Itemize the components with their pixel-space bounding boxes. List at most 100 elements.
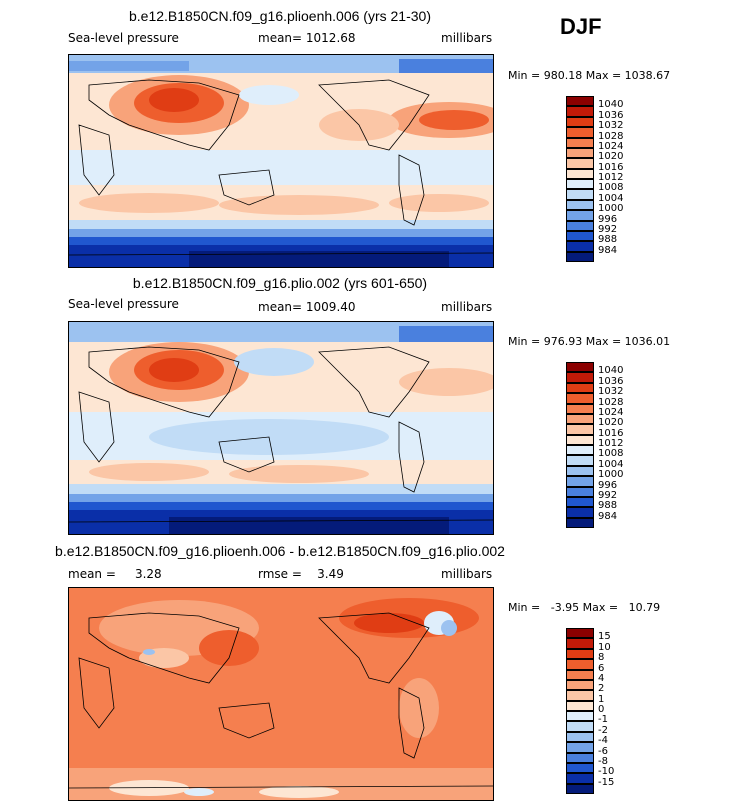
colorbar-box xyxy=(566,465,594,477)
colorbar-box xyxy=(566,393,594,404)
colorbar-tick-label: -1 xyxy=(598,714,608,726)
colorbar-tick-label: -2 xyxy=(598,724,608,736)
colorbar-box xyxy=(566,189,594,200)
colorbar-tick-label: 996 xyxy=(598,213,618,225)
colorbar-box xyxy=(566,659,594,670)
colorbar-box xyxy=(566,230,594,242)
panel-1-units-label: millibars xyxy=(441,31,493,45)
panel-2-colorbar: 1040 1036 1032 1028 1024 1020 1016 1012 1008 1004… xyxy=(566,362,623,528)
colorbar-tick-label: 1008 xyxy=(598,448,624,460)
colorbar-box xyxy=(566,752,594,763)
colorbar-box xyxy=(566,628,594,639)
panel-2-map-svg xyxy=(69,322,493,534)
colorbar-box xyxy=(566,434,594,445)
colorbar-tick-label: 1028 xyxy=(598,130,624,142)
season-label: DJF xyxy=(560,14,602,39)
colorbar-box xyxy=(566,507,594,518)
colorbar-box xyxy=(566,220,594,231)
colorbar-box xyxy=(566,638,594,649)
colorbar-tick-label: 1012 xyxy=(598,438,624,449)
colorbar-tick-label: 10 xyxy=(598,641,611,653)
colorbar-box xyxy=(566,106,594,117)
colorbar-tick-label: -4 xyxy=(598,735,608,747)
colorbar-box xyxy=(566,179,594,190)
colorbar-box xyxy=(566,517,594,528)
colorbar-box xyxy=(566,445,594,456)
colorbar-tick-label: 1032 xyxy=(598,386,624,398)
colorbar-tick-label: 0 xyxy=(598,704,605,715)
panel-1-colorbar: 1040 1036 1032 1028 1024 1020 1016 1012 1008 1004… xyxy=(566,96,623,262)
colorbar-box xyxy=(566,496,594,508)
colorbar-box xyxy=(566,362,594,373)
colorbar-box xyxy=(566,241,594,252)
colorbar-tick-label: 996 xyxy=(598,479,618,491)
colorbar-box xyxy=(566,96,594,107)
panel-3-mean-label: mean = 3.28 xyxy=(68,567,162,581)
colorbar-box xyxy=(566,679,594,691)
panel-3-rmse-label: rmse = 3.49 xyxy=(258,567,344,581)
colorbar-box xyxy=(566,486,594,497)
panel-1-minmax: Min = 980.18 Max = 1038.67 xyxy=(508,69,671,82)
colorbar-tick-label: 1012 xyxy=(598,172,624,183)
colorbar-box xyxy=(566,372,594,383)
colorbar-box xyxy=(566,424,594,435)
colorbar-box xyxy=(566,137,594,148)
colorbar-tick-label: 1024 xyxy=(598,406,624,418)
panel-2-variable-label: Sea-level pressure xyxy=(68,297,179,311)
panel-2-units-label: millibars xyxy=(441,300,493,314)
panel-1-title: b.e12.B1850CN.f09_g16.plioenh.006 (yrs 2… xyxy=(129,8,431,24)
colorbar-tick-label: 1024 xyxy=(598,140,624,152)
colorbar-tick-label: 988 xyxy=(598,234,618,246)
colorbar-box xyxy=(566,127,594,138)
panel-3-map xyxy=(68,587,494,801)
colorbar-tick-label: 1016 xyxy=(598,161,624,173)
colorbar-tick-label: 15 xyxy=(598,631,611,643)
colorbar-box xyxy=(566,762,594,774)
colorbar-tick-label: 1020 xyxy=(598,417,624,429)
colorbar-box xyxy=(566,700,594,711)
colorbar-box xyxy=(566,251,594,262)
panel-3-minmax: Min = -3.95 Max = 10.79 xyxy=(508,601,661,614)
colorbar-tick-label: -8 xyxy=(598,755,608,767)
colorbar-tick-label: 992 xyxy=(598,223,618,235)
colorbar-tick-label: 1008 xyxy=(598,182,624,194)
colorbar-box xyxy=(566,721,594,732)
colorbar-tick-label: 1040 xyxy=(598,99,624,111)
colorbar-tick-label: -15 xyxy=(598,776,615,788)
colorbar-box xyxy=(566,690,594,701)
colorbar-tick-label: 1016 xyxy=(598,427,624,439)
panel-2-map xyxy=(68,321,494,535)
colorbar-tick-label: 6 xyxy=(598,662,605,674)
panel-3-map-svg xyxy=(69,588,493,800)
panel-1-variable-label: Sea-level pressure xyxy=(68,31,179,45)
colorbar-box xyxy=(566,455,594,466)
panel-1-map xyxy=(68,54,494,268)
colorbar-tick-label: 988 xyxy=(598,500,618,512)
panel-3-units-label: millibars xyxy=(441,567,493,581)
colorbar-tick-label: 1036 xyxy=(598,109,624,121)
colorbar-tick-label: 1 xyxy=(598,693,605,705)
colorbar-box xyxy=(566,210,594,221)
colorbar-tick-label: -10 xyxy=(598,766,615,778)
colorbar-box xyxy=(566,199,594,211)
colorbar-box xyxy=(566,382,594,394)
colorbar-box xyxy=(566,648,594,660)
colorbar-tick-label: 1020 xyxy=(598,151,624,163)
colorbar-tick-label: 2 xyxy=(598,683,605,695)
colorbar-tick-label: 984 xyxy=(598,510,618,522)
colorbar-tick-label: 4 xyxy=(598,672,605,684)
colorbar-tick-label: 1004 xyxy=(598,458,624,470)
colorbar-tick-label: 8 xyxy=(598,652,605,664)
colorbar-tick-label: 1004 xyxy=(598,192,624,204)
colorbar-box xyxy=(566,783,594,794)
panel-2-minmax: Min = 976.93 Max = 1036.01 xyxy=(508,335,671,348)
colorbar-tick-label: 1036 xyxy=(598,375,624,387)
colorbar-box xyxy=(566,773,594,784)
panel-3-title: b.e12.B1850CN.f09_g16.plioenh.006 - b.e1… xyxy=(55,543,505,559)
panel-1-mean-label: mean= 1012.68 xyxy=(258,31,356,45)
colorbar-tick-label: -6 xyxy=(598,745,608,757)
colorbar-tick-label: 1028 xyxy=(598,396,624,408)
colorbar-box xyxy=(566,742,594,753)
colorbar-box xyxy=(566,731,594,743)
colorbar-box xyxy=(566,669,594,680)
